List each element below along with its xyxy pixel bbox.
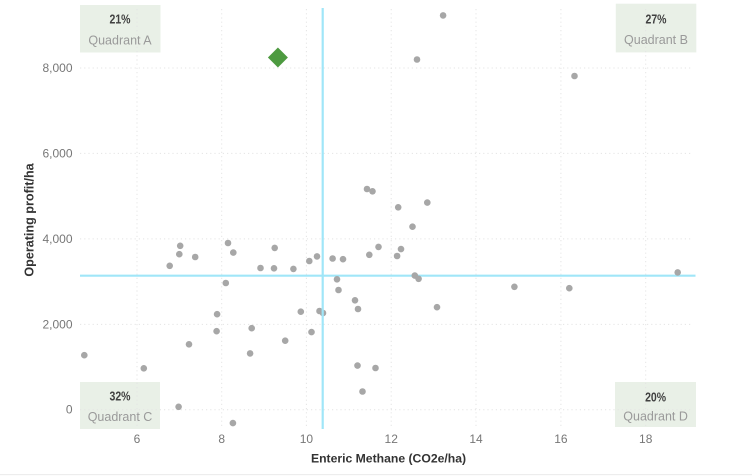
svg-text:6,000: 6,000 — [42, 146, 72, 160]
svg-text:0: 0 — [66, 403, 73, 417]
svg-text:4,000: 4,000 — [42, 232, 72, 246]
svg-text:Quadrant A: Quadrant A — [88, 34, 152, 48]
svg-text:Enteric Methane (CO2e/ha): Enteric Methane (CO2e/ha) — [311, 451, 466, 465]
svg-text:18: 18 — [639, 432, 653, 446]
svg-text:2,000: 2,000 — [42, 317, 72, 331]
svg-text:12: 12 — [385, 432, 399, 446]
svg-text:21%: 21% — [110, 12, 131, 27]
svg-text:Quadrant B: Quadrant B — [624, 33, 688, 47]
svg-text:32%: 32% — [110, 389, 131, 404]
svg-text:Quadrant D: Quadrant D — [623, 410, 688, 424]
svg-text:20%: 20% — [645, 389, 666, 404]
svg-text:Quadrant C: Quadrant C — [88, 410, 153, 424]
svg-text:Operating profit/ha: Operating profit/ha — [23, 162, 37, 276]
svg-text:10: 10 — [300, 432, 314, 446]
svg-text:8,000: 8,000 — [42, 61, 72, 75]
svg-text:8: 8 — [218, 432, 225, 446]
svg-text:6: 6 — [134, 432, 141, 446]
svg-text:14: 14 — [469, 432, 483, 446]
svg-text:27%: 27% — [646, 12, 667, 27]
svg-text:16: 16 — [554, 432, 568, 446]
